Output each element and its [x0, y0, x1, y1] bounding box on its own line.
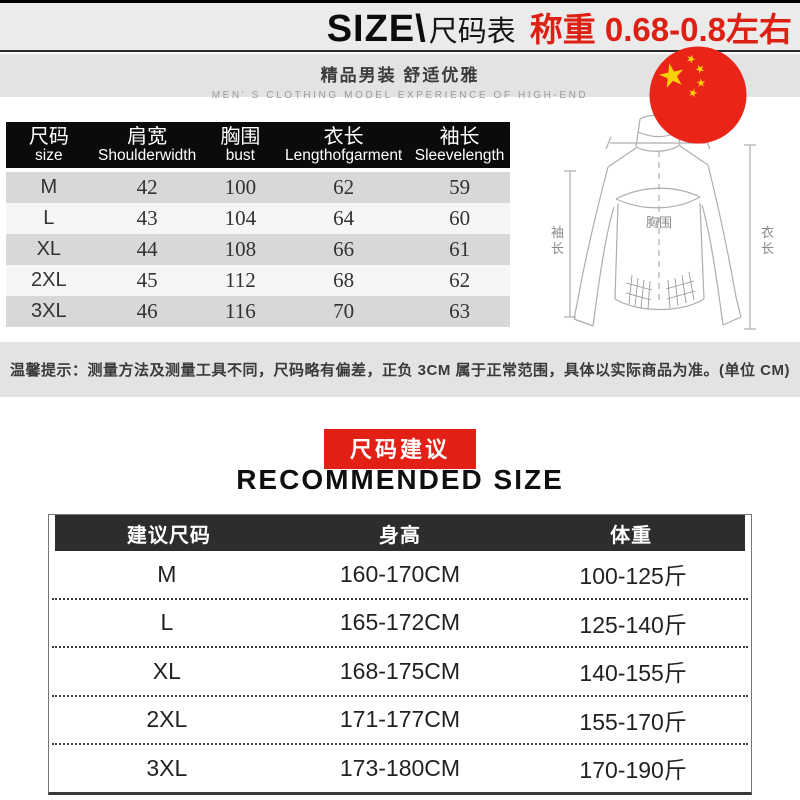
title-size-en: SIZE\: [326, 8, 427, 50]
col-length: 衣长 Lengthofgarment: [285, 125, 403, 164]
col-recommend-size: 建议尺码: [126, 524, 211, 547]
garment-measure-diagram: 肩宽 袖 长 胸围 衣 长: [548, 103, 798, 347]
col-shoulder: 肩宽 Shoulderwidth: [97, 125, 197, 164]
col-sleeve: 袖长 Sleevelength: [414, 125, 505, 164]
measurement-table: 尺码 size 肩宽 Shoulderwidth 胸围 bust 衣长 Lengthof…: [6, 122, 510, 327]
recommended-size-table: 建议尺码 身高 体重 M 160-170CM 100-125斤 L 165-17…: [48, 514, 752, 795]
weight-note: 称重 0.68-0.8左右: [529, 11, 792, 48]
col-bust: 胸围 bust: [220, 125, 261, 164]
size-advice-badge: 尺码建议: [323, 429, 477, 469]
table-row: L 165-172CM 125-140斤: [52, 600, 748, 648]
table-row: M 42 100 62 59: [6, 172, 510, 203]
table-row: 2XL 45 112 68 62: [6, 265, 510, 296]
title-size-zh: 尺码表: [428, 16, 516, 48]
measurement-table-header: 尺码 size 肩宽 Shoulderwidth 胸围 bust 衣长 Lengthof…: [6, 122, 510, 168]
table-row: 2XL 171-177CM 155-170斤: [52, 697, 748, 745]
china-flag-icon: [649, 46, 747, 144]
sleeve-length-label-2: 长: [551, 241, 564, 256]
table-row: L 43 104 64 60: [6, 203, 510, 234]
measurement-table-body: M 42 100 62 59 L 43 104 64 60 XL 44 108 …: [6, 172, 510, 327]
recommended-table-header: 建议尺码 身高 体重: [55, 515, 745, 551]
col-height: 身高: [378, 524, 421, 547]
top-border: [0, 0, 800, 3]
subtitle-en: MEN' S CLOTHING MODEL EXPERIENCE OF HIGH…: [211, 90, 589, 101]
title-bar: SIZE\ 尺码表 称重 0.68-0.8左右: [0, 3, 800, 52]
col-weight: 体重: [610, 524, 653, 547]
table-row: 3XL 173-180CM 170-190斤: [146, 754, 687, 784]
col-size: 尺码 size: [28, 125, 69, 164]
subtitle-zh: 精品男装 舒适优雅: [320, 66, 480, 85]
table-row: M 160-170CM 100-125斤: [52, 551, 748, 600]
table-row: XL 168-175CM 140-155斤: [52, 648, 748, 697]
garment-length-label-2: 长: [761, 241, 774, 256]
sleeve-length-label-1: 袖: [551, 225, 564, 240]
measure-notice: 温馨提示：测量方法及测量工具不同，尺码略有偏差，正负 3CM 属于正常范围，具体…: [0, 342, 800, 397]
table-row: XL 44 108 66 61: [6, 234, 510, 265]
recommended-size-heading: RECOMMENDED SIZE: [236, 464, 564, 495]
garment-length-label-1: 衣: [761, 225, 774, 240]
table-row: 3XL 46 116 70 63: [6, 296, 510, 327]
bust-label: 胸围: [646, 215, 672, 230]
